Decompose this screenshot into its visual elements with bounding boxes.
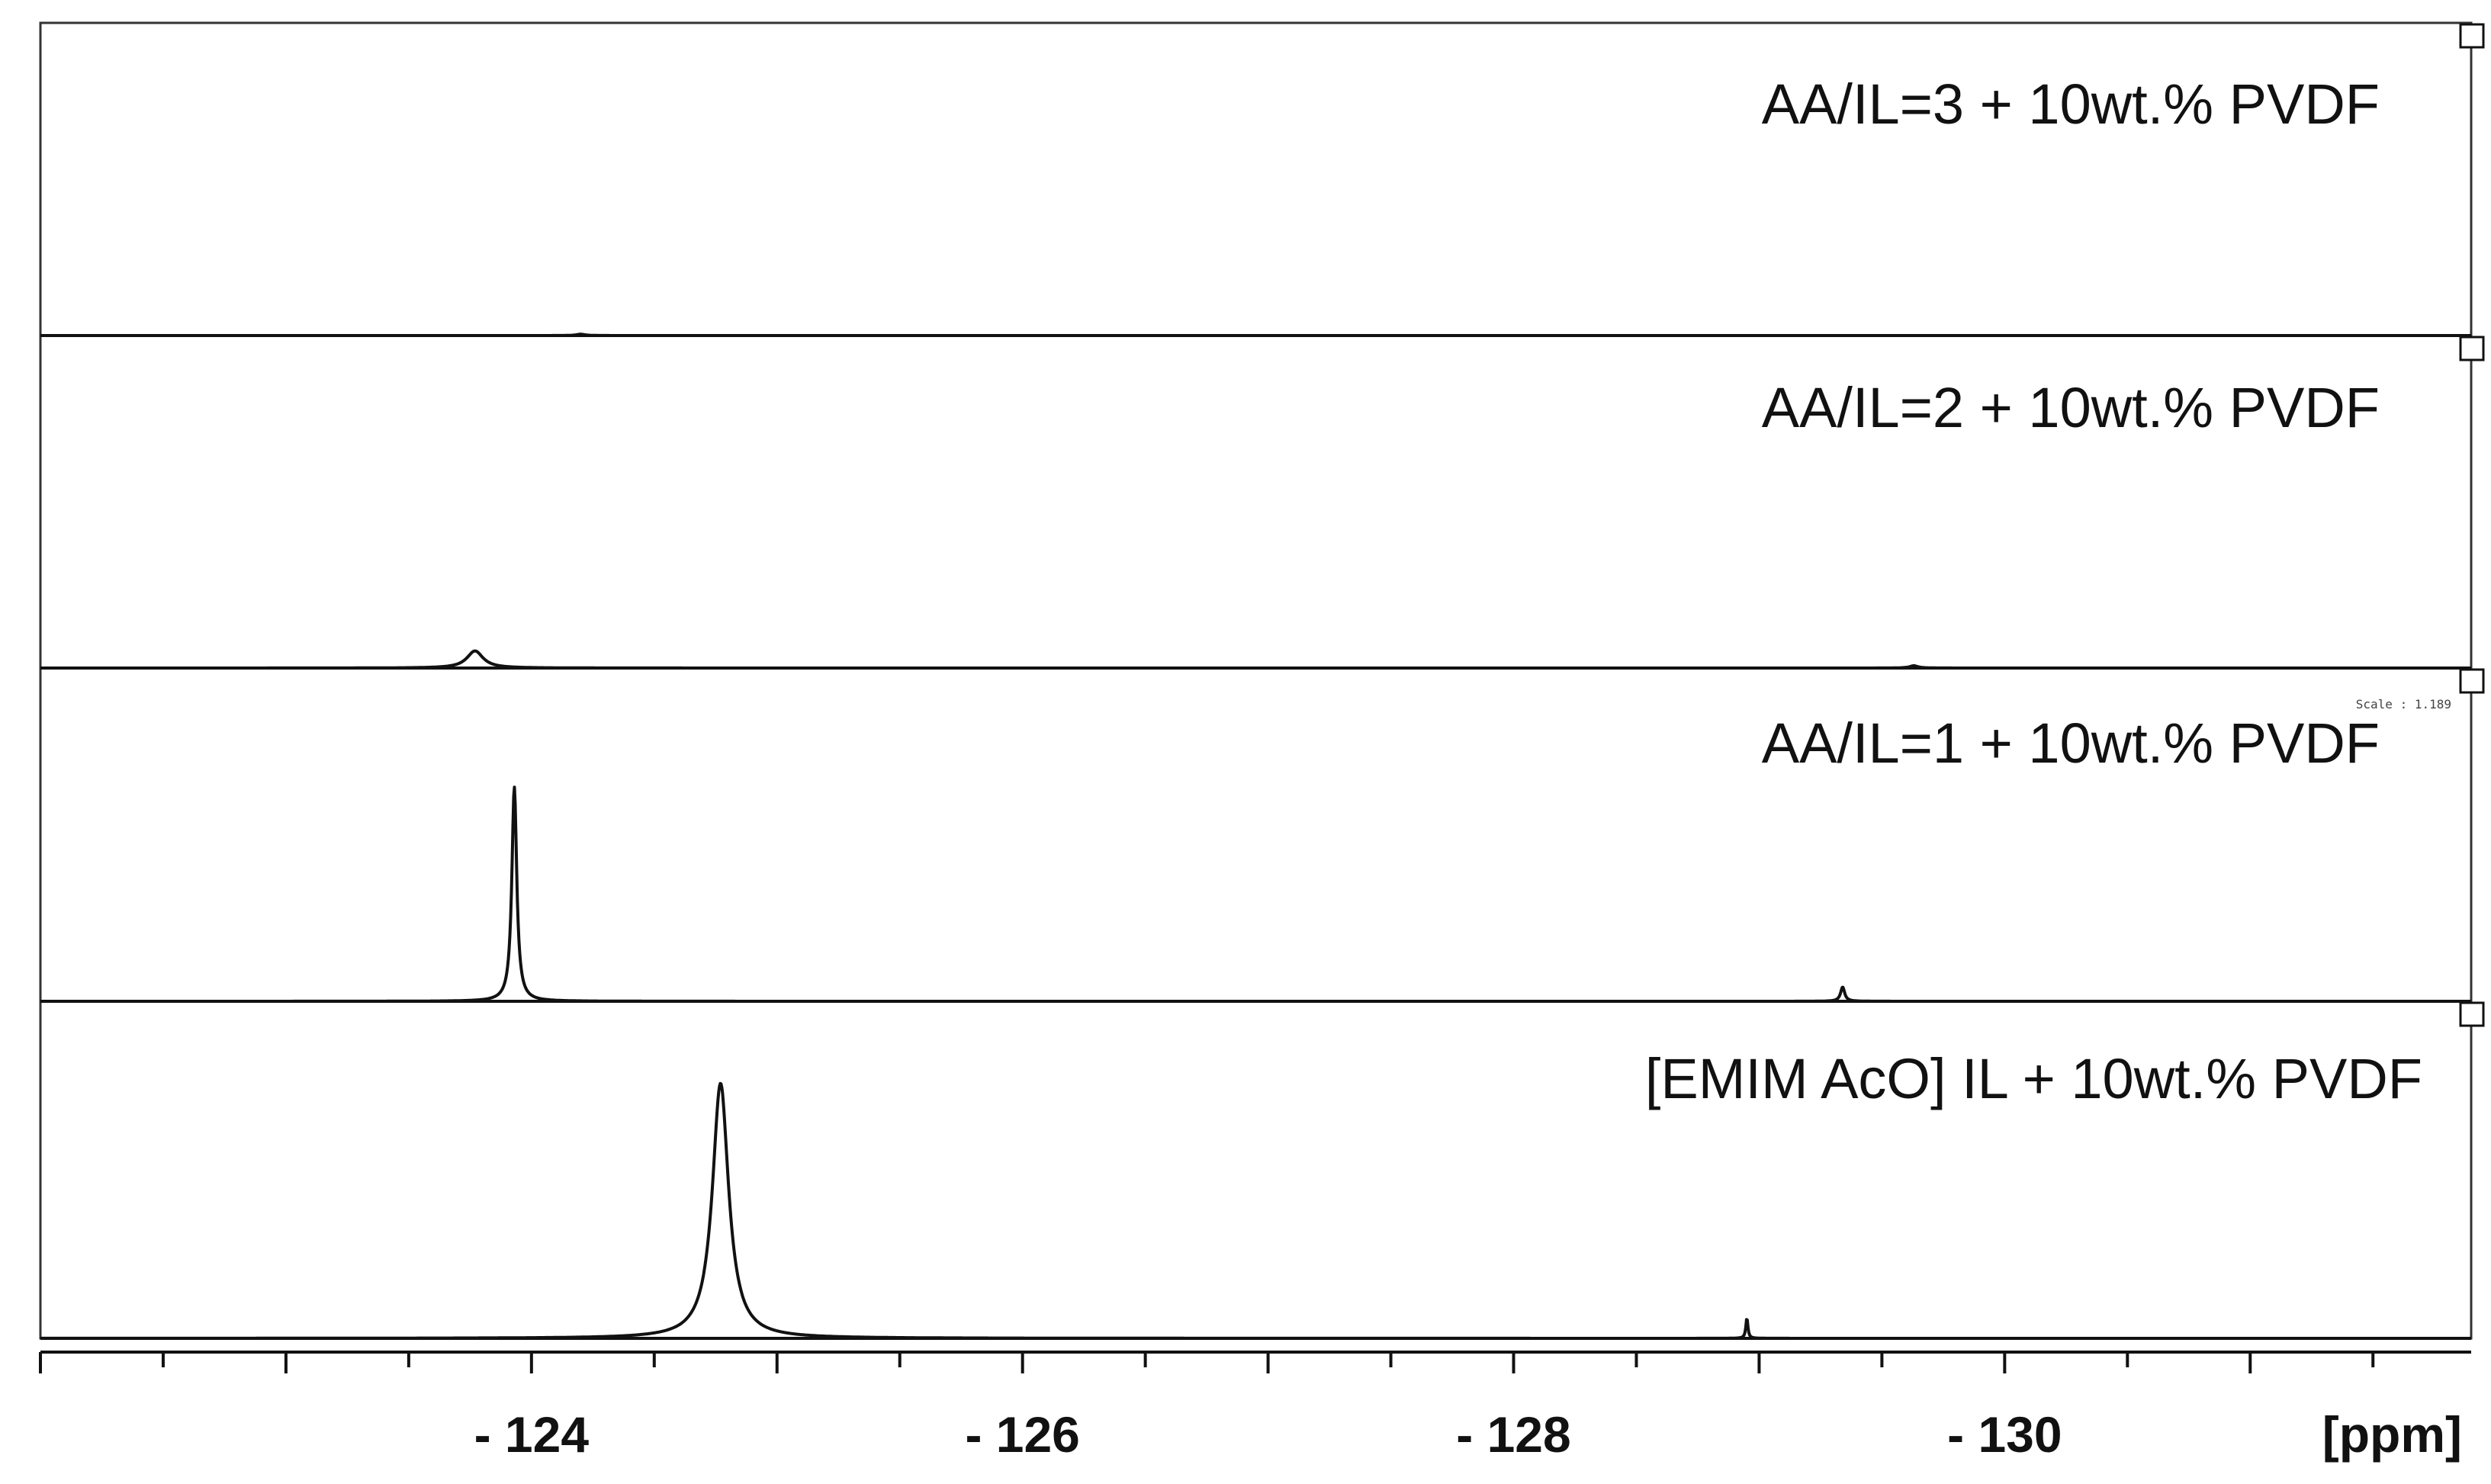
x-axis: - 124 - 126 - 128 - 130 [ppm] xyxy=(39,1351,2471,1463)
panel-marker-icon xyxy=(2459,668,2485,694)
panel-label: AA/IL=1 + 10wt.% PVDF xyxy=(1762,711,2380,775)
spectrum-line xyxy=(40,785,2472,1003)
panel-marker-icon xyxy=(2459,23,2485,49)
spectrum-panel: AA/IL=2 + 10wt.% PVDF xyxy=(40,336,2485,670)
x-tick-label: - 126 xyxy=(965,1406,1079,1463)
panel-label: AA/IL=3 + 10wt.% PVDF xyxy=(1762,72,2380,136)
spectra-panels: AA/IL=3 + 10wt.% PVDF AA/IL=2 + 10wt.% PV… xyxy=(39,21,2485,1340)
x-tick-label: - 130 xyxy=(1947,1406,2062,1463)
spectrum-line xyxy=(40,1081,2472,1340)
x-axis-tick-labels: - 124 - 126 - 128 - 130 xyxy=(474,1406,2062,1463)
spectrum-panel: AA/IL=1 + 10wt.% PVDF xyxy=(40,668,2485,1003)
panel-label: [EMIM AcO] IL + 10wt.% PVDF xyxy=(1645,1047,2422,1110)
x-tick-label: - 124 xyxy=(474,1406,590,1463)
spectrum-panel: [EMIM AcO] IL + 10wt.% PVDF xyxy=(40,1001,2485,1340)
x-axis-ticks xyxy=(39,1352,2375,1373)
spectrum-line xyxy=(40,649,2472,670)
spectrum-line xyxy=(40,332,2472,337)
panel-label: AA/IL=2 + 10wt.% PVDF xyxy=(1762,376,2380,439)
scale-note: Scale : 1.189 xyxy=(2356,697,2451,711)
panel-marker-icon xyxy=(2459,1001,2485,1027)
x-tick-label: - 128 xyxy=(1456,1406,1570,1463)
x-axis-unit-label: [ppm] xyxy=(2322,1406,2462,1463)
spectrum-panel: AA/IL=3 + 10wt.% PVDF xyxy=(40,23,2485,337)
panel-marker-icon xyxy=(2459,336,2485,361)
